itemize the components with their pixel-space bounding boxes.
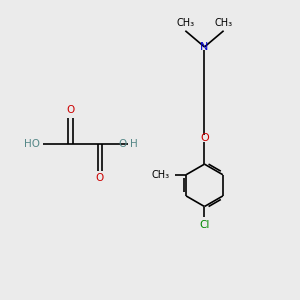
Text: O: O [96,173,104,183]
Text: O: O [118,139,126,149]
Text: CH₃: CH₃ [176,18,194,28]
Text: O: O [200,133,209,143]
Text: CH₃: CH₃ [152,170,170,180]
Text: H: H [130,139,138,149]
Text: N: N [200,42,209,52]
Text: HO: HO [24,139,40,149]
Text: O: O [66,105,75,115]
Text: CH₃: CH₃ [214,18,233,28]
Text: Cl: Cl [199,220,210,230]
